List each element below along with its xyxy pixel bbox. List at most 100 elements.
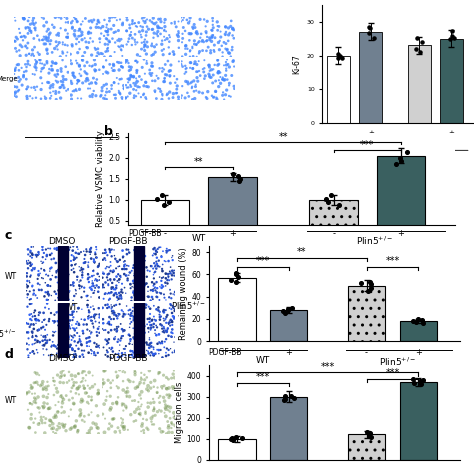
Point (63, 33, 70, 41)
Point (140, 429, 148, 437)
Point (69, 279, 77, 286)
Point (155, 304, 162, 311)
Point (158, 47, 166, 55)
Point (77, 398, 85, 406)
Point (133, 23, 141, 30)
Point (151, 326, 159, 334)
Point (56, 346, 64, 354)
Point (59, 38, 66, 46)
Point (80, 329, 87, 337)
Point (165, 394, 173, 401)
Point (77, 277, 84, 284)
Point (141, 36, 149, 44)
Point (120, 310, 128, 318)
Point (48, 418, 55, 426)
Point (148, 262, 155, 270)
Point (60, 408, 68, 416)
Point (14, 87, 22, 95)
Point (113, 291, 120, 298)
Point (167, 294, 175, 302)
Point (43, 46, 51, 53)
Point (73, 352, 80, 359)
Point (31, 56, 39, 64)
Point (160, 27, 168, 35)
Text: WT: WT (64, 303, 78, 312)
Point (28, 260, 36, 268)
Point (69, 394, 76, 402)
Point (55, 30, 62, 37)
Point (13, 61, 21, 69)
Point (76, 25, 84, 33)
Point (40, 333, 47, 340)
Point (148, 18, 155, 26)
Point (89, 419, 97, 427)
Point (199, 47, 206, 55)
Point (100, 295, 108, 302)
Point (26, 27, 34, 34)
Point (127, 81, 134, 89)
Point (160, 325, 168, 332)
Point (155, 346, 163, 354)
Point (55, 41, 62, 48)
Point (36, 56, 44, 64)
Point (163, 430, 170, 438)
Point (84, 313, 92, 320)
Point (41, 92, 48, 100)
Point (49, 332, 57, 339)
Point (141, 257, 149, 264)
Point (103, 337, 111, 345)
Point (68, 372, 75, 379)
Point (23, 92, 31, 100)
Point (106, 38, 113, 46)
Point (99, 376, 107, 383)
Point (365, 432, 373, 439)
Point (118, 21, 126, 28)
Point (42, 334, 49, 341)
Point (131, 300, 139, 307)
Point (120, 345, 128, 353)
Point (214, 56, 221, 64)
Point (79, 269, 86, 276)
Point (158, 25, 166, 32)
Point (142, 78, 149, 86)
Point (157, 290, 165, 297)
Point (155, 394, 163, 402)
Point (33, 333, 41, 340)
Point (73, 16, 80, 23)
Point (65, 271, 73, 278)
Point (76, 406, 84, 414)
Point (127, 411, 135, 419)
Point (75, 304, 82, 312)
Point (23, 390, 30, 397)
Point (128, 351, 136, 359)
Point (123, 16, 131, 24)
Point (116, 289, 123, 297)
Bar (134, 246, 144, 301)
Point (115, 35, 123, 43)
Point (119, 407, 127, 414)
Point (155, 296, 163, 304)
Point (67, 341, 74, 349)
Point (164, 418, 172, 425)
Point (38, 319, 46, 326)
Point (113, 315, 121, 322)
Point (134, 279, 141, 286)
Point (28, 390, 36, 398)
Point (67, 425, 74, 433)
Point (43, 18, 50, 26)
Point (104, 41, 112, 48)
Point (216, 46, 223, 54)
Point (105, 264, 113, 271)
Point (84, 28, 92, 36)
Point (72, 86, 79, 94)
Point (83, 389, 91, 397)
Point (135, 294, 143, 302)
Point (57, 341, 64, 348)
Point (165, 68, 173, 75)
Point (155, 311, 163, 319)
Point (46, 84, 54, 91)
Point (138, 39, 146, 46)
Point (91, 79, 99, 86)
Point (53, 246, 61, 254)
Point (43, 271, 50, 278)
